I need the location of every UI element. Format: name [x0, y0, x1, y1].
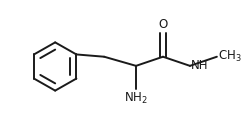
Text: CH$_3$: CH$_3$	[218, 49, 242, 64]
Text: O: O	[159, 18, 168, 31]
Text: NH$_2$: NH$_2$	[124, 91, 148, 106]
Text: NH: NH	[191, 59, 208, 72]
